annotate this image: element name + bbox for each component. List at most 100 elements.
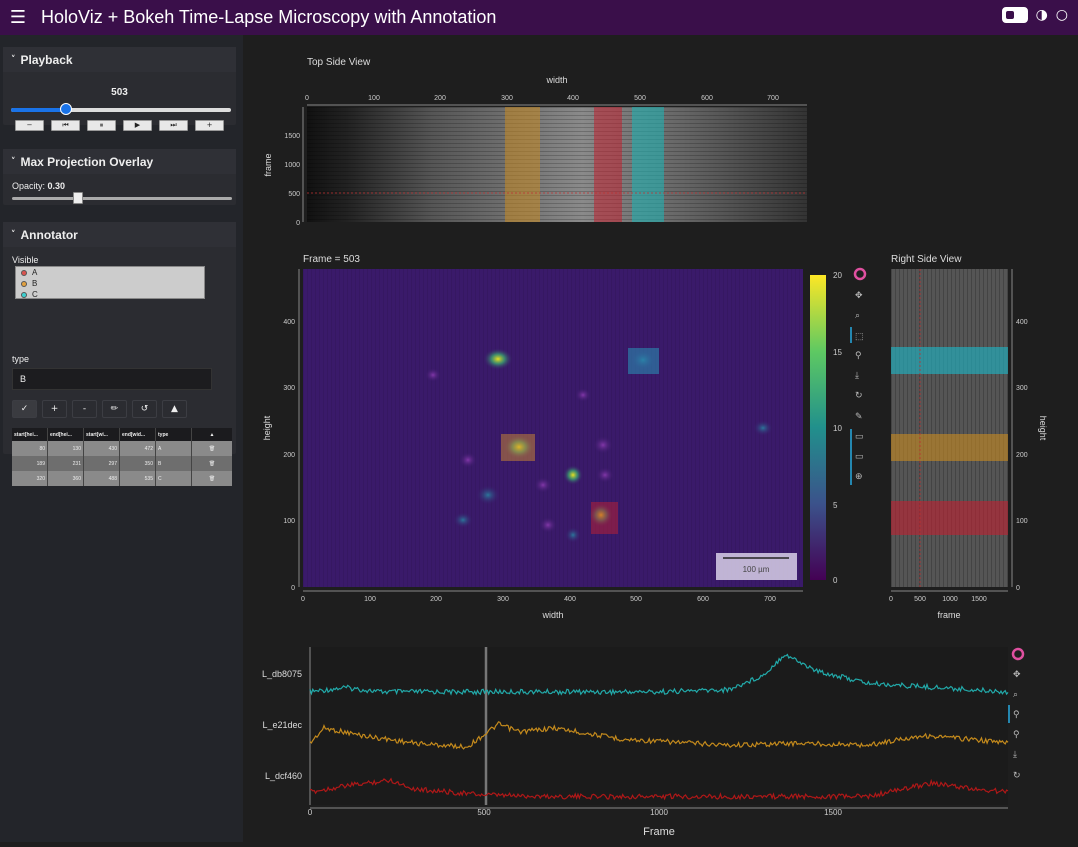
trace-line-l-dcf460[interactable] bbox=[310, 777, 1009, 801]
annotation-region-c[interactable] bbox=[632, 107, 664, 222]
tick-label: 200 bbox=[283, 452, 295, 459]
trash-icon[interactable]: 🗑 bbox=[208, 475, 216, 482]
tick-label: 500 bbox=[634, 95, 646, 102]
trace-line-l-e21dec[interactable] bbox=[309, 721, 1009, 750]
annotation-region-b[interactable] bbox=[505, 107, 540, 222]
colorbar-ticks: 0 5 10 15 20 bbox=[833, 271, 842, 585]
box-zoom-icon[interactable]: ⌕ bbox=[855, 310, 860, 320]
tick-label: 500 bbox=[630, 596, 642, 603]
table-cell[interactable]: 472 bbox=[120, 441, 156, 456]
annotation-table: start[hei... end[hei... start[wi... end[… bbox=[12, 428, 232, 486]
table-row[interactable]: 189 231 297 350 B 🗑 bbox=[12, 456, 232, 471]
remove-button[interactable]: - bbox=[72, 400, 97, 418]
column-header[interactable]: start[wi... bbox=[84, 428, 120, 441]
annotation-box-b[interactable] bbox=[501, 434, 535, 461]
save-icon[interactable]: ⤓ bbox=[855, 370, 859, 380]
confirm-button[interactable]: ✓ bbox=[12, 400, 37, 418]
table-cell[interactable]: 430 bbox=[84, 441, 120, 456]
traces-plot-area[interactable] bbox=[310, 647, 1008, 805]
step-forward-button[interactable]: + bbox=[195, 120, 224, 131]
table-cell[interactable]: 488 bbox=[84, 471, 120, 486]
table-cell[interactable]: C bbox=[156, 471, 192, 486]
annotation-box-a[interactable] bbox=[591, 502, 618, 534]
table-cell[interactable]: 297 bbox=[84, 456, 120, 471]
annotation-box-c[interactable] bbox=[628, 348, 659, 374]
trash-icon[interactable]: 🗑 bbox=[208, 445, 216, 452]
table-cell[interactable]: 80 bbox=[12, 441, 48, 456]
visible-item-b[interactable]: B bbox=[16, 278, 204, 289]
opacity-slider-handle[interactable] bbox=[73, 192, 83, 204]
box-zoom-icon[interactable]: ⌕ bbox=[1013, 689, 1018, 699]
edit-tool-icon[interactable]: ✎ bbox=[855, 411, 863, 421]
wheel-zoom-icon[interactable]: ⚲ bbox=[1013, 709, 1020, 719]
table-cell[interactable]: B bbox=[156, 456, 192, 471]
column-header[interactable]: start[hei... bbox=[12, 428, 48, 441]
main-view-yticks: 0 100 200 300 400 bbox=[283, 319, 295, 592]
hamburger-icon[interactable]: ☰ bbox=[9, 7, 27, 28]
hover-icon[interactable]: ▭ bbox=[855, 431, 864, 441]
table-cell[interactable]: 535 bbox=[120, 471, 156, 486]
column-header[interactable]: type bbox=[156, 428, 192, 441]
wheel-zoom-icon[interactable]: ⚲ bbox=[855, 350, 862, 360]
bokeh-logo-icon[interactable] bbox=[853, 267, 867, 281]
table-row[interactable]: 80 130 430 472 A 🗑 bbox=[12, 441, 232, 456]
sidebar: ˅ Playback 503 − ⏮ ⏸ ▶ ⏭ + ˅ Max Projectio… bbox=[0, 35, 243, 842]
save-icon[interactable]: ⤓ bbox=[1013, 749, 1017, 759]
wheel-zoom-icon-2[interactable]: ⚲ bbox=[1013, 729, 1020, 739]
pan-icon[interactable]: ✥ bbox=[855, 290, 863, 300]
tick-label: 1500 bbox=[824, 808, 842, 817]
pan-icon[interactable]: ✥ bbox=[1013, 669, 1021, 679]
first-frame-button[interactable]: ⏮ bbox=[51, 120, 80, 131]
hover-icon-2[interactable]: ▭ bbox=[855, 451, 864, 461]
step-back-button[interactable]: − bbox=[15, 120, 44, 131]
type-input[interactable]: B bbox=[12, 368, 212, 390]
last-frame-button[interactable]: ⏭ bbox=[159, 120, 188, 131]
table-cell[interactable]: 189 bbox=[12, 456, 48, 471]
column-header[interactable]: end[hei... bbox=[48, 428, 84, 441]
frame-slider[interactable] bbox=[11, 103, 231, 115]
table-cell[interactable]: 350 bbox=[120, 456, 156, 471]
table-cell[interactable]: A bbox=[156, 441, 192, 456]
table-cell[interactable]: 130 bbox=[48, 441, 84, 456]
plots-canvas: Top Side View width 0 100 200 300 400 50… bbox=[262, 57, 1048, 838]
play-button[interactable]: ▶ bbox=[123, 120, 152, 131]
box-select-icon[interactable]: ⬚ bbox=[855, 331, 864, 341]
table-cell[interactable]: 231 bbox=[48, 456, 84, 471]
sort-icon[interactable]: ▲ bbox=[209, 431, 215, 438]
annotation-region-b[interactable] bbox=[891, 434, 1008, 461]
pause-button[interactable]: ⏸ bbox=[87, 120, 116, 131]
light-mode-icon[interactable]: ○ bbox=[1055, 7, 1068, 23]
table-cell[interactable]: 360 bbox=[48, 471, 84, 486]
dark-mode-icon[interactable]: ◑ bbox=[1035, 7, 1048, 23]
main-plot-toolbar: ✥ ⌕ ⬚ ⚲ ⤓ ↻ ✎ ▭ ▭ ⊕ bbox=[850, 267, 867, 485]
trace-line-l-db8075[interactable] bbox=[309, 653, 1009, 697]
tick-label: 100 bbox=[283, 518, 295, 525]
series-label: L_db8075 bbox=[262, 669, 302, 679]
top-view-ylabel: frame bbox=[263, 153, 273, 176]
visible-multiselect[interactable]: A B C bbox=[15, 266, 205, 299]
table-cell[interactable]: 320 bbox=[12, 471, 48, 486]
edit-button[interactable]: ✏ bbox=[102, 400, 127, 418]
bokeh-logo-icon[interactable] bbox=[1011, 647, 1025, 661]
crosshair-icon[interactable]: ⊕ bbox=[855, 471, 863, 481]
visible-item-a[interactable]: A bbox=[16, 267, 204, 278]
table-row[interactable]: 320 360 488 535 C 🗑 bbox=[12, 471, 232, 486]
annotation-region-a[interactable] bbox=[891, 501, 1008, 535]
max-projection-header[interactable]: ˅ Max Projection Overlay bbox=[3, 149, 236, 174]
add-button[interactable]: + bbox=[42, 400, 67, 418]
annotation-region-c[interactable] bbox=[891, 347, 1008, 374]
reset-icon[interactable]: ↻ bbox=[1013, 770, 1021, 780]
column-header[interactable]: end[wid... bbox=[120, 428, 156, 441]
visible-item-c[interactable]: C bbox=[16, 289, 204, 300]
triangle-button[interactable]: ▲ bbox=[162, 400, 187, 418]
reset-icon[interactable]: ↻ bbox=[855, 390, 863, 400]
sidebar-toggle[interactable] bbox=[1001, 7, 1028, 23]
trash-icon[interactable]: 🗑 bbox=[208, 460, 216, 467]
annotator-header[interactable]: ˅ Annotator bbox=[3, 222, 236, 247]
playback-header[interactable]: ˅ Playback bbox=[3, 47, 236, 72]
undo-button[interactable]: ↺ bbox=[132, 400, 157, 418]
opacity-slider[interactable] bbox=[12, 192, 232, 204]
tick-label: 15 bbox=[833, 348, 842, 357]
frame-slider-handle[interactable] bbox=[60, 103, 73, 115]
annotation-region-a[interactable] bbox=[594, 107, 622, 222]
